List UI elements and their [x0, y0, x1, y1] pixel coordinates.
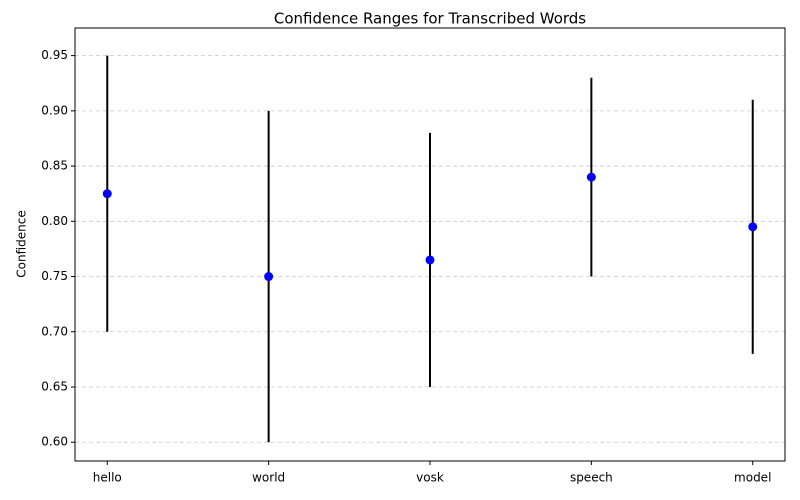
y-tick-label: 0.65 — [41, 379, 68, 393]
x-tick-label: vosk — [416, 471, 444, 485]
y-tick-label: 0.70 — [41, 324, 68, 338]
midpoint — [748, 222, 758, 232]
y-axis-label: Confidence — [15, 210, 29, 277]
chart-title: Confidence Ranges for Transcribed Words — [274, 10, 586, 28]
x-tick-label: world — [252, 471, 285, 485]
midpoint — [102, 189, 112, 199]
y-tick-label: 0.75 — [41, 269, 68, 283]
x-tick-label: hello — [93, 471, 122, 485]
midpoint — [425, 255, 435, 265]
y-tick-label: 0.85 — [41, 159, 68, 173]
y-tick-label: 0.90 — [41, 103, 68, 117]
y-tick-label: 0.80 — [41, 214, 68, 228]
midpoint — [264, 272, 274, 282]
y-tick-label: 0.60 — [41, 435, 68, 449]
x-tick-label: model — [734, 471, 771, 485]
y-tick-label: 0.95 — [41, 48, 68, 62]
midpoint — [586, 172, 596, 182]
x-tick-label: speech — [570, 471, 613, 485]
